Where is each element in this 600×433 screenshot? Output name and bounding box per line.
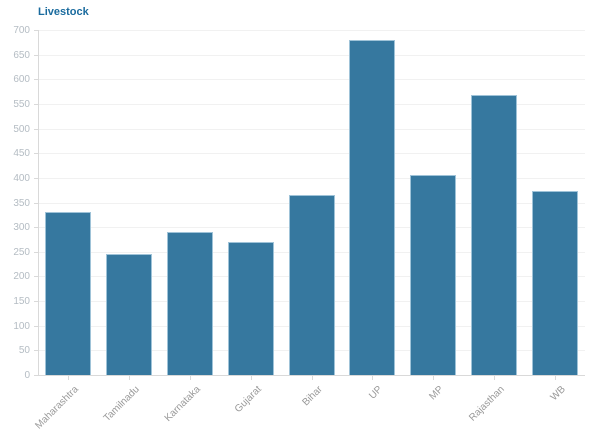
y-axis-tick-label: 350 — [13, 197, 30, 209]
x-axis-tick — [554, 376, 556, 380]
x-axis-line — [34, 375, 585, 376]
y-axis-tick — [34, 30, 38, 31]
gridline — [39, 30, 585, 31]
gridline — [39, 103, 585, 105]
y-axis-tick — [34, 276, 38, 278]
y-axis-tick — [34, 54, 38, 56]
x-axis-label: Tamilnadu — [101, 384, 142, 425]
x-axis-tick — [129, 376, 131, 380]
bar-maharashtra[interactable] — [45, 212, 92, 375]
y-axis-tick-label: 0 — [24, 370, 30, 381]
y-axis-tick-label: 400 — [13, 172, 30, 184]
y-axis-tick-label: 50 — [18, 345, 30, 357]
y-axis-tick-label: 500 — [13, 123, 30, 135]
x-axis-tick — [493, 376, 495, 380]
y-axis-tick-label: 300 — [13, 222, 30, 234]
gridline — [39, 153, 585, 155]
y-axis-tick — [34, 350, 38, 352]
y-axis-tick-label: 450 — [13, 148, 30, 160]
y-axis-tick — [34, 153, 38, 155]
y-axis-tick — [34, 128, 38, 130]
chart-title: Livestock — [38, 6, 89, 18]
bar-gujarat[interactable] — [227, 242, 274, 375]
gridline — [39, 54, 585, 56]
y-axis-tick — [34, 79, 38, 81]
y-axis-tick-label: 150 — [13, 296, 30, 308]
y-axis-tick — [34, 227, 38, 229]
y-axis-tick — [34, 103, 38, 105]
y-axis-tick-label: 600 — [13, 74, 30, 86]
y-axis-tick-label: 200 — [13, 271, 30, 283]
bar-rajasthan[interactable] — [470, 95, 517, 375]
gridline — [39, 128, 585, 130]
y-axis-tick — [34, 177, 38, 179]
bar-wb[interactable] — [531, 190, 578, 375]
y-axis-tick — [34, 202, 38, 204]
x-axis-tick — [311, 376, 313, 380]
x-axis-tick — [433, 376, 435, 380]
x-axis-tick — [250, 376, 252, 380]
y-axis-tick-label: 550 — [13, 98, 30, 110]
y-axis-tick — [34, 301, 38, 303]
bar-tamilnadu[interactable] — [106, 254, 153, 375]
bar-karnataka[interactable] — [166, 232, 213, 375]
bar-up[interactable] — [349, 39, 396, 375]
x-axis-tick — [189, 376, 191, 380]
y-axis-tick-label: 650 — [13, 49, 30, 61]
y-axis-tick-label: 100 — [13, 320, 30, 332]
y-axis-tick-label: 250 — [13, 246, 30, 258]
y-axis-line — [38, 30, 39, 375]
bar-bihar[interactable] — [288, 195, 335, 375]
y-axis-tick — [34, 251, 38, 253]
x-axis-tick — [68, 376, 70, 380]
y-axis-tick — [34, 325, 38, 327]
y-axis-tick-label: 700 — [13, 25, 30, 36]
gridline — [39, 79, 585, 81]
gridline — [39, 177, 585, 179]
x-axis-tick — [372, 376, 374, 380]
bar-mp[interactable] — [410, 174, 457, 375]
x-axis-label: Maharashtra — [33, 384, 82, 432]
